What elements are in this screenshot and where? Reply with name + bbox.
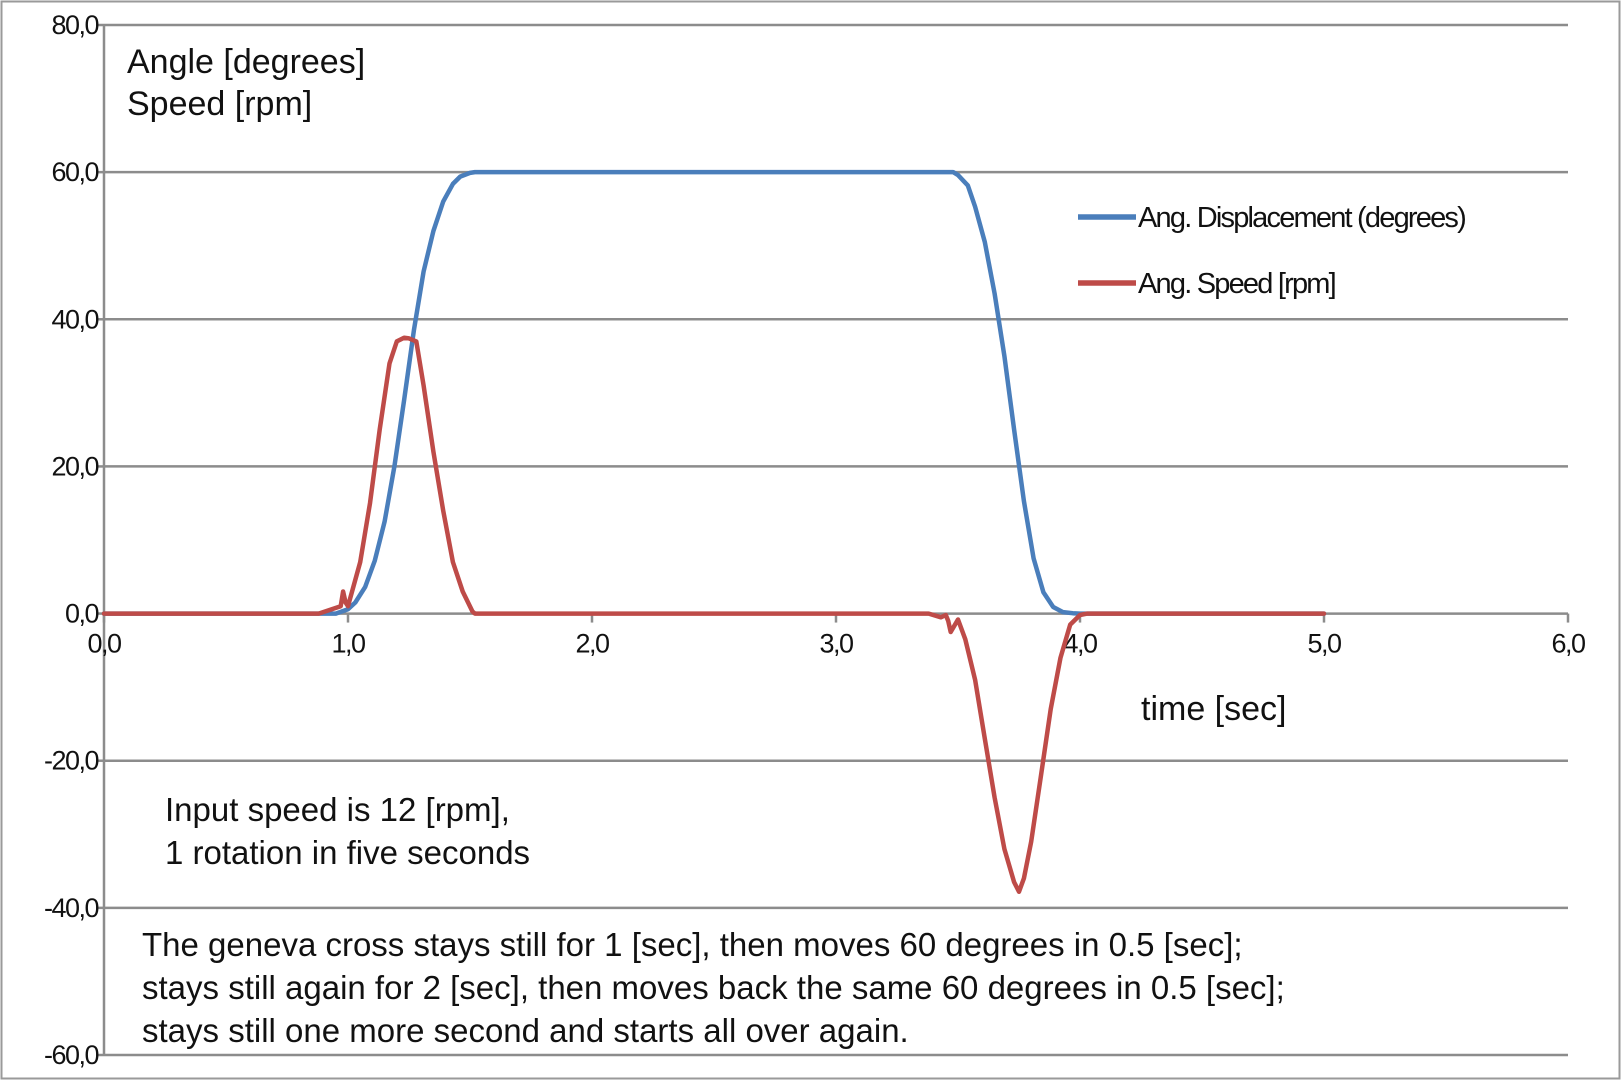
y-axis-title-line-2: Speed [rpm] <box>127 85 312 123</box>
series-lines <box>101 169 1327 894</box>
grid-lines <box>104 23 1568 1057</box>
line-ang-displacement <box>101 169 1327 616</box>
x-tick-label: 0,0 <box>87 629 121 659</box>
y-tick-label: 20,0 <box>51 451 98 481</box>
y-tick-label: 80,0 <box>51 10 98 40</box>
annotation-input-speed-line-2: 1 rotation in five seconds <box>165 834 530 871</box>
x-tick-label: 6,0 <box>1551 629 1585 659</box>
legend-label-displacement: Ang. Displacement (degrees) <box>1138 202 1465 234</box>
x-axis-title: time [sec] <box>1141 690 1286 728</box>
annotation-description-line-2: stays still again for 2 [sec], then move… <box>142 969 1285 1006</box>
annotation-description-line-1: The geneva cross stays still for 1 [sec]… <box>142 926 1243 963</box>
x-tick-label: 2,0 <box>575 629 609 659</box>
legend: Ang. Displacement (degrees) Ang. Speed [… <box>1078 202 1467 300</box>
line-ang-speed <box>101 335 1327 894</box>
y-axis-title-line-1: Angle [degrees] <box>127 43 365 81</box>
annotation-description-line-3: stays still one more second and starts a… <box>142 1012 909 1049</box>
y-tick-label: -40,0 <box>44 893 99 923</box>
annotation-description: The geneva cross stays still for 1 [sec]… <box>142 926 1285 1049</box>
y-tick-label: 0,0 <box>65 599 99 629</box>
y-tick-label: -20,0 <box>44 746 99 776</box>
y-tick-label: 40,0 <box>51 304 98 334</box>
y-tick-label: 60,0 <box>51 157 98 187</box>
x-tick-label: 3,0 <box>819 629 853 659</box>
annotation-input-speed: Input speed is 12 [rpm], 1 rotation in f… <box>165 791 530 871</box>
y-tick-labels: 80,0 60,0 40,0 20,0 0,0 -20,0 -40,0 -60,0 <box>44 10 100 1070</box>
y-tick-label: -60,0 <box>44 1040 99 1070</box>
legend-label-speed: Ang. Speed [rpm] <box>1138 268 1335 300</box>
annotation-input-speed-line-1: Input speed is 12 [rpm], <box>165 791 510 828</box>
x-tick-label: 1,0 <box>331 629 365 659</box>
x-tick-label: 5,0 <box>1307 629 1341 659</box>
